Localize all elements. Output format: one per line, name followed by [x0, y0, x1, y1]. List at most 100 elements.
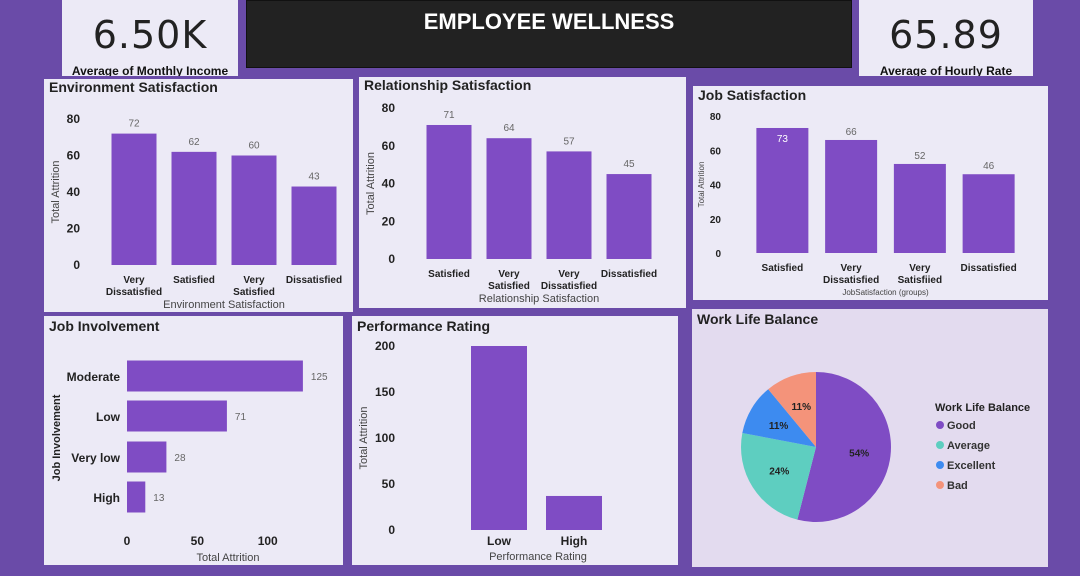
category-label: Dissatisfied [961, 263, 1017, 274]
data-label: 45 [623, 159, 635, 170]
legend-item[interactable]: Good [947, 420, 976, 432]
panel-job-involvement[interactable]: Job Involvement 125 Moderate 71 Low 28 Very lo… [44, 316, 343, 565]
performance-rating-chart: Performance Rating 0 50 100 150 200 Low High Per… [357, 318, 602, 563]
legend-item[interactable]: Bad [947, 480, 968, 492]
pie-slice[interactable] [797, 372, 891, 522]
x-tick-label: 100 [258, 534, 278, 548]
category-label: Moderate [67, 370, 121, 384]
x-axis-label: Relationship Satisfaction [479, 293, 599, 305]
bar[interactable] [127, 360, 303, 392]
slice-label: 11% [769, 421, 789, 432]
y-tick-label: 0 [388, 252, 395, 266]
bar[interactable] [486, 138, 532, 259]
legend-item[interactable]: Excellent [947, 460, 996, 472]
legend-marker[interactable] [936, 461, 944, 469]
legend-marker[interactable] [936, 481, 944, 489]
y-tick-label: 40 [67, 185, 81, 199]
bar[interactable] [893, 163, 946, 253]
category-label: Satisfied [173, 275, 215, 286]
category-label: Very Satisfied [488, 269, 530, 292]
pie-slice[interactable] [742, 389, 816, 447]
bar[interactable] [171, 151, 217, 265]
bar[interactable] [127, 481, 146, 513]
data-label: 46 [983, 161, 995, 172]
y-tick-label: 80 [382, 101, 396, 115]
kpi-monthly-income-value: 6.50K [92, 13, 208, 57]
bar[interactable] [546, 495, 602, 530]
y-tick-label: 60 [67, 149, 81, 163]
dashboard-title: EMPLOYEE WELLNESS [246, 0, 852, 68]
panel-performance-rating[interactable]: Performance Rating 0 50 100 150 200 Low High Per… [352, 316, 678, 565]
category-label: Very Satisfiied [898, 263, 942, 286]
x-axis-label: JobSatisfaction (groups) [842, 288, 929, 297]
bar[interactable] [962, 174, 1015, 253]
bar[interactable] [111, 133, 157, 265]
x-axis-label: Total Attrition [197, 552, 260, 564]
kpi-hourly-rate-label: Average of Hourly Rate [879, 64, 1013, 76]
y-axis-label: Total Attrition [358, 407, 370, 470]
environment-satisfaction-chart: Environment Satisfaction 0 20 40 60 80 72 Very D… [49, 79, 342, 311]
chart-title: Job Satisfaction [698, 87, 806, 103]
category-label: Low [96, 410, 121, 424]
data-label: 72 [128, 119, 140, 130]
data-label: 60 [248, 141, 260, 152]
y-tick-label: 0 [73, 258, 80, 272]
bar[interactable] [546, 151, 592, 259]
data-label: 64 [503, 123, 515, 134]
y-axis-label: Total Attrition [50, 161, 62, 224]
y-axis-label: Job Involvement [51, 394, 63, 481]
bar[interactable] [127, 400, 227, 432]
panel-relationship-satisfaction[interactable]: Relationship Satisfaction 0 20 40 60 80 71 Sati… [359, 77, 686, 308]
y-tick-label: 0 [388, 523, 395, 537]
data-label: 62 [188, 137, 200, 148]
category-label: Low [487, 534, 512, 548]
bar[interactable] [825, 139, 878, 253]
y-tick-label: 80 [67, 112, 81, 126]
y-axis-label: Total Attrition [697, 162, 706, 208]
bar[interactable] [127, 441, 167, 473]
panel-job-satisfaction[interactable]: Job Satisfaction 0 20 40 60 80 73 Satisfied 66 Ve… [693, 86, 1048, 300]
bar[interactable] [291, 186, 337, 265]
kpi-hourly-rate-value: 65.89 [889, 13, 1003, 57]
data-label: 43 [308, 172, 320, 183]
bar[interactable] [471, 346, 527, 530]
bar[interactable] [231, 155, 277, 266]
panel-work-life-balance[interactable]: Work Life Balance 54% 24% 11% 11% Work Life B… [692, 309, 1048, 567]
data-label: 71 [443, 110, 455, 121]
work-life-balance-chart: Work Life Balance 54% 24% 11%11% Work Life B… [697, 311, 1030, 522]
category-label: Dissatisfied [601, 269, 657, 280]
data-label: 13 [153, 493, 165, 504]
bar[interactable] [606, 174, 652, 259]
x-tick-label: 50 [191, 534, 205, 548]
data-label: 125 [311, 372, 328, 383]
kpi-monthly-income-label: Average of Monthly Income [71, 64, 229, 76]
bar[interactable] [426, 124, 472, 259]
legend-item[interactable]: Average [947, 440, 990, 452]
y-tick-label: 40 [710, 181, 722, 192]
data-label: 28 [174, 453, 186, 464]
data-label: 73 [777, 134, 789, 145]
panel-environment-satisfaction[interactable]: Environment Satisfaction 0 20 40 60 80 72 Very D… [44, 79, 353, 312]
y-tick-label: 80 [710, 112, 722, 123]
legend-marker[interactable] [936, 441, 944, 449]
y-tick-label: 40 [382, 177, 396, 191]
chart-title: Job Involvement [49, 318, 160, 334]
category-label: Very Dissatisfied [106, 275, 162, 298]
chart-title: Environment Satisfaction [49, 79, 218, 95]
chart-title: Relationship Satisfaction [364, 77, 531, 93]
slice-label: 24% [769, 466, 789, 477]
y-tick-label: 20 [382, 214, 396, 228]
pie-slice[interactable] [741, 432, 816, 520]
y-tick-label: 100 [375, 431, 395, 445]
y-tick-label: 0 [715, 249, 721, 260]
y-tick-label: 20 [710, 215, 722, 226]
kpi-hourly-rate: 65.89 Average of Hourly Rate [859, 0, 1033, 76]
category-label: Very low [71, 451, 120, 465]
pie-slice[interactable] [768, 372, 816, 447]
legend-marker[interactable] [936, 421, 944, 429]
data-label: 66 [846, 127, 858, 138]
y-tick-label: 60 [710, 146, 722, 157]
bar[interactable] [756, 127, 809, 253]
data-label: 71 [235, 412, 247, 423]
legend-title: Work Life Balance [935, 402, 1030, 414]
